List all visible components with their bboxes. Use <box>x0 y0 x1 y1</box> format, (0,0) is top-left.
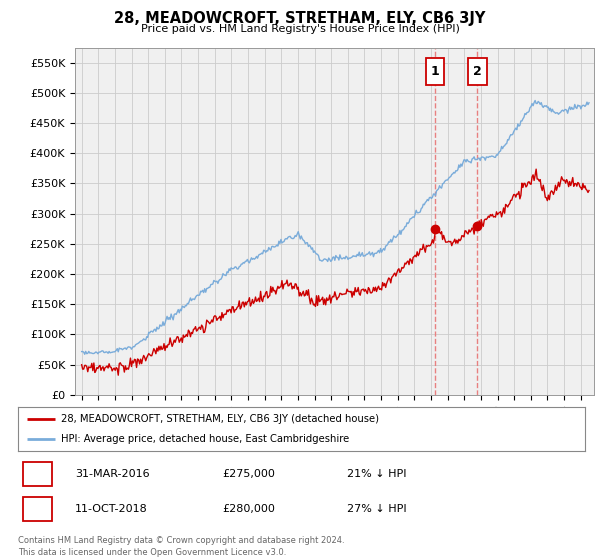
Text: Contains HM Land Registry data © Crown copyright and database right 2024.
This d: Contains HM Land Registry data © Crown c… <box>18 536 344 557</box>
Text: 21% ↓ HPI: 21% ↓ HPI <box>347 469 406 479</box>
Text: 11-OCT-2018: 11-OCT-2018 <box>75 504 148 514</box>
FancyBboxPatch shape <box>23 497 52 521</box>
Text: £280,000: £280,000 <box>222 504 275 514</box>
Text: 2: 2 <box>33 502 41 515</box>
FancyBboxPatch shape <box>426 58 444 85</box>
Text: 27% ↓ HPI: 27% ↓ HPI <box>347 504 406 514</box>
Text: 28, MEADOWCROFT, STRETHAM, ELY, CB6 3JY: 28, MEADOWCROFT, STRETHAM, ELY, CB6 3JY <box>115 11 485 26</box>
FancyBboxPatch shape <box>468 58 487 85</box>
Text: HPI: Average price, detached house, East Cambridgeshire: HPI: Average price, detached house, East… <box>61 433 349 444</box>
Text: 28, MEADOWCROFT, STRETHAM, ELY, CB6 3JY (detached house): 28, MEADOWCROFT, STRETHAM, ELY, CB6 3JY … <box>61 414 379 424</box>
Text: Price paid vs. HM Land Registry's House Price Index (HPI): Price paid vs. HM Land Registry's House … <box>140 24 460 34</box>
Text: 1: 1 <box>431 66 440 78</box>
Text: £275,000: £275,000 <box>222 469 275 479</box>
Text: 2: 2 <box>473 66 482 78</box>
Text: 1: 1 <box>33 468 41 480</box>
FancyBboxPatch shape <box>23 462 52 486</box>
Text: 31-MAR-2016: 31-MAR-2016 <box>75 469 149 479</box>
